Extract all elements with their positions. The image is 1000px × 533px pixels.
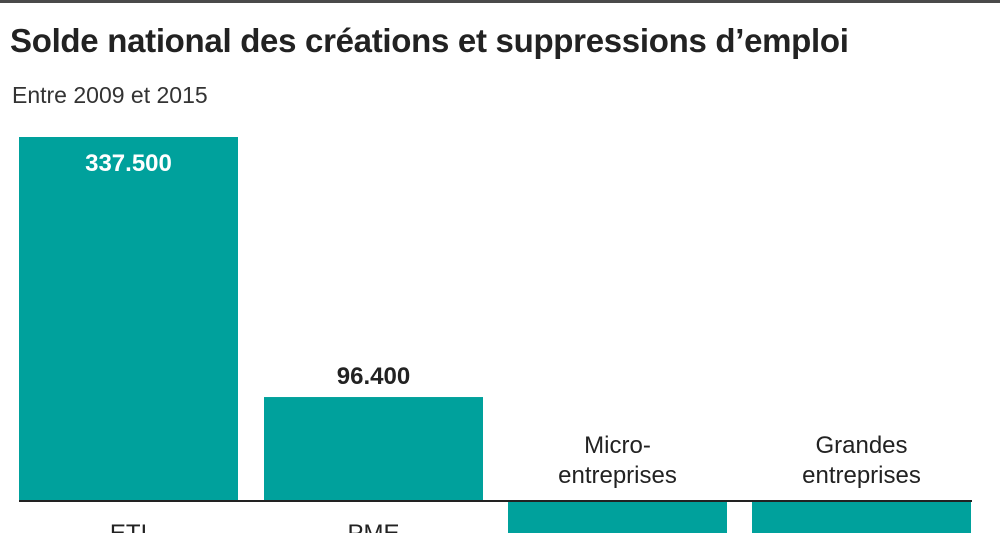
category-label: Grandes (815, 432, 907, 459)
data-label: 337.500 (85, 150, 172, 177)
bar-eti (19, 137, 238, 501)
category-label: entreprises (802, 462, 921, 489)
category-label: ETI (110, 520, 147, 533)
top-rule (0, 0, 1000, 3)
category-label: PME (347, 520, 399, 533)
category-label: entreprises (558, 462, 677, 489)
category-label: Micro- (584, 432, 651, 459)
bar-pme (264, 397, 483, 501)
chart-subtitle: Entre 2009 et 2015 (12, 82, 208, 108)
bar-grandes-entreprises (752, 501, 971, 533)
chart-title: Solde national des créations et suppress… (10, 22, 849, 59)
data-label: 96.400 (337, 363, 410, 390)
bar-micro-entreprises (508, 501, 727, 533)
